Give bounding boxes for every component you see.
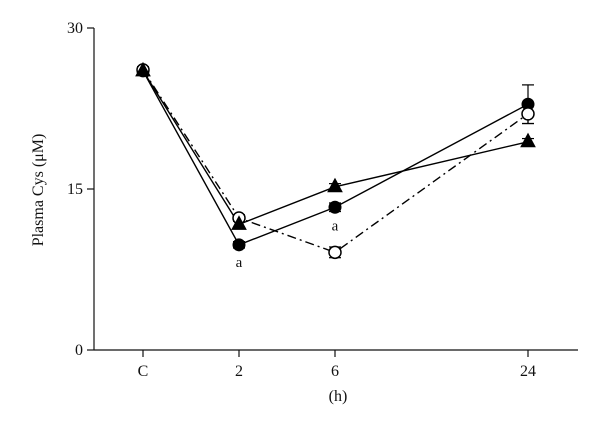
annotation-label: a (236, 255, 243, 271)
x-tick-label: 2 (235, 363, 243, 380)
series-lines (142, 69, 529, 254)
series-line-1 (142, 70, 529, 246)
data-point-s1-6 (328, 200, 342, 214)
y-tick-label: 15 (67, 181, 83, 198)
data-point-s3-24 (520, 132, 536, 148)
axes (87, 27, 578, 357)
data-point-s2-24 (521, 107, 535, 121)
annotations: aa (236, 218, 339, 270)
x-tick-label: 6 (331, 363, 339, 380)
x-axis-label: (h) (329, 388, 348, 405)
series-line-3 (142, 70, 529, 226)
y-tick-label: 30 (67, 20, 83, 37)
data-point-s1-2 (232, 238, 246, 252)
data-point-s3-2 (231, 215, 247, 230)
data-markers (135, 61, 536, 260)
x-tick-label: C (138, 363, 149, 380)
tick-labels: 0 15 30 C 2 6 24 (67, 20, 536, 380)
x-tick-label: 24 (520, 363, 536, 380)
annotation-label: a (332, 218, 339, 234)
data-point-s3-6 (327, 177, 343, 193)
y-axis-label: Plasma Cys (μM) (30, 134, 47, 247)
y-tick-label: 0 (75, 342, 83, 359)
data-point-s3-C (135, 61, 151, 77)
data-point-s2-6 (328, 245, 342, 260)
